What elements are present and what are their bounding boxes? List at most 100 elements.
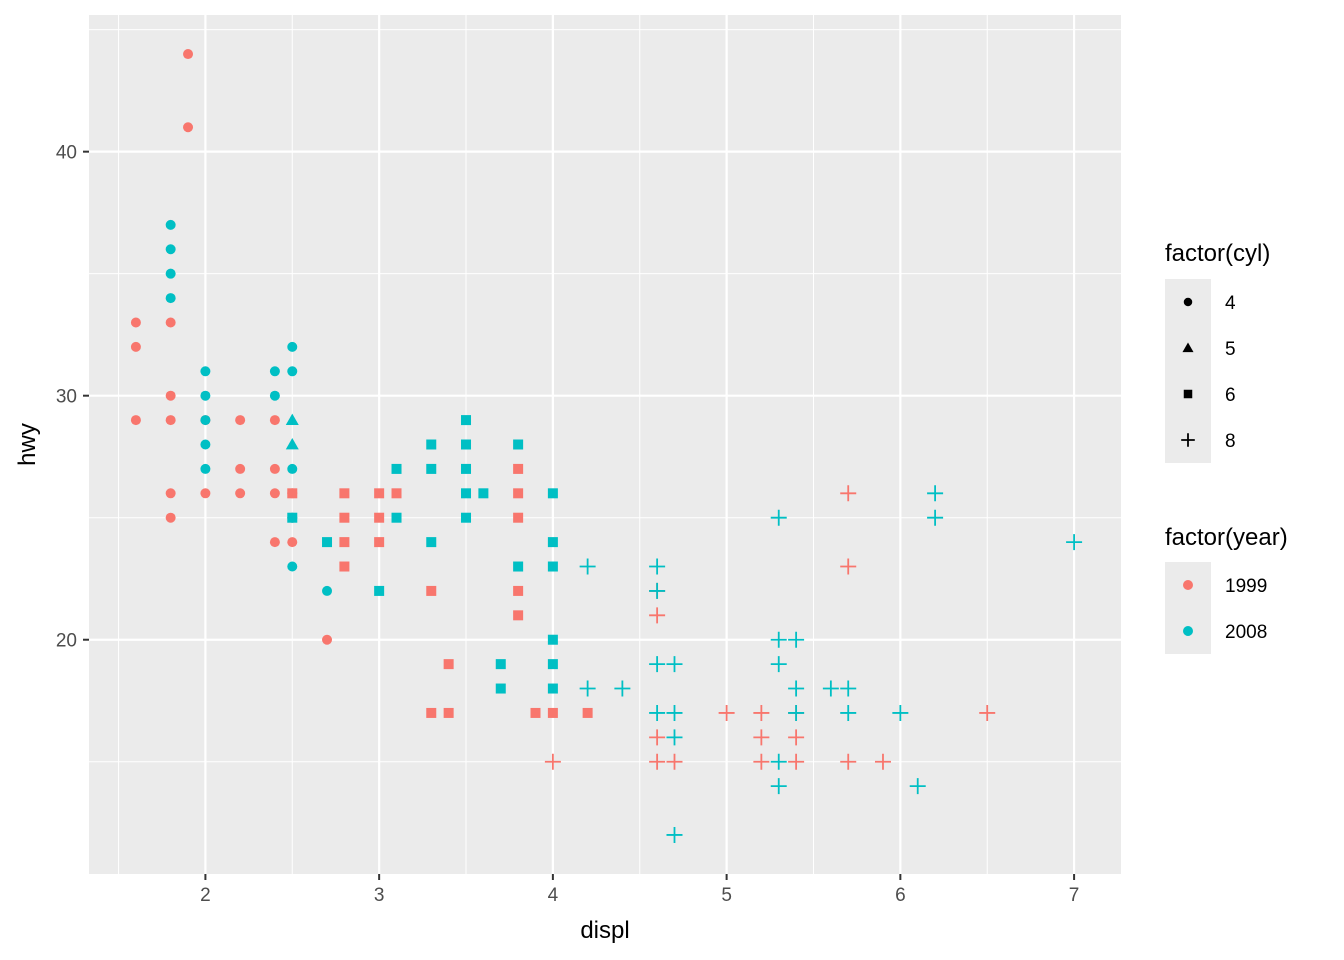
data-point-plus: [822, 680, 839, 697]
data-point-square: [426, 537, 437, 548]
data-point-plus: [753, 729, 770, 746]
color-legend-title: factor(year): [1165, 524, 1288, 551]
data-point-plus: [770, 753, 787, 770]
major-gridlines: [89, 15, 1121, 874]
data-point-plus: [649, 656, 666, 673]
data-point-triangle: [285, 413, 299, 425]
data-point-square: [287, 488, 298, 499]
y-axis: 20 30 40: [56, 143, 89, 652]
data-point-plus: [753, 753, 770, 770]
data-point-plus: [666, 656, 683, 673]
data-point-plus: [649, 607, 666, 624]
data-point-plus: [753, 704, 770, 721]
data-point-plus: [788, 631, 805, 648]
data-point-circle: [165, 219, 176, 230]
data-point-circle: [287, 561, 298, 572]
data-point-plus: [927, 485, 944, 502]
data-point-square: [513, 561, 524, 572]
data-point-plus: [649, 704, 666, 721]
data-point-circle: [130, 317, 141, 328]
shape-legend-label: 5: [1225, 339, 1236, 360]
x-axis-title: displ: [580, 917, 629, 944]
data-point-plus: [666, 753, 683, 770]
data-point-circle: [165, 268, 176, 279]
data-point-square: [547, 634, 558, 645]
data-point-square: [426, 439, 437, 450]
data-point-square: [339, 561, 350, 572]
data-point-circle: [200, 463, 211, 474]
data-point-plus: [579, 558, 596, 575]
data-point-square: [339, 512, 350, 523]
data-point-circle: [235, 488, 246, 499]
data-point-circle: [322, 634, 333, 645]
legend-key-square: [1183, 389, 1193, 399]
data-point-square: [547, 488, 558, 499]
y-tick-label: 20: [56, 631, 77, 652]
data-point-plus: [788, 753, 805, 770]
legend-key-triangle: [1182, 342, 1194, 353]
data-point-plus: [840, 680, 857, 697]
data-point-plus: [892, 704, 909, 721]
data-point-square: [426, 585, 437, 596]
data-point-circle: [269, 463, 280, 474]
data-point-square: [513, 439, 524, 450]
x-tick-label: 6: [895, 885, 906, 906]
data-point-circle: [287, 537, 298, 548]
data-point-square: [547, 683, 558, 694]
data-point-square: [547, 561, 558, 572]
shape-legend-label: 4: [1225, 293, 1236, 314]
minor-gridlines: [89, 15, 1121, 874]
data-point-square: [495, 659, 506, 670]
data-point-plus: [770, 656, 787, 673]
data-point-square: [582, 707, 593, 718]
data-point-square: [513, 512, 524, 523]
data-point-plus: [909, 778, 926, 795]
data-point-square: [374, 585, 385, 596]
data-point-square: [391, 488, 402, 499]
shape-legend-label: 8: [1225, 431, 1236, 452]
x-tick-label: 5: [721, 885, 732, 906]
data-point-circle: [235, 415, 246, 426]
data-point-circle: [200, 390, 211, 401]
data-point-circle: [269, 390, 280, 401]
data-point-square: [443, 707, 454, 718]
data-point-circle: [200, 366, 211, 377]
x-tick-label: 2: [200, 885, 211, 906]
data-point-plus: [788, 704, 805, 721]
data-point-circle: [165, 317, 176, 328]
data-point-square: [547, 537, 558, 548]
data-point-circle: [130, 341, 141, 352]
data-point-circle: [165, 293, 176, 304]
data-point-plus: [649, 753, 666, 770]
data-point-square: [339, 537, 350, 548]
data-point-plus: [840, 558, 857, 575]
data-point-circle: [130, 415, 141, 426]
legend-color-swatch: [1183, 580, 1193, 590]
data-point-circle: [287, 463, 298, 474]
data-point-square: [530, 707, 541, 718]
data-point-circle: [269, 366, 280, 377]
data-point-square: [374, 512, 385, 523]
data-point-circle: [165, 390, 176, 401]
shape-legend-key-background: [1165, 279, 1211, 463]
data-point-circle: [322, 585, 333, 596]
data-point-plus: [788, 680, 805, 697]
y-tick-label: 40: [56, 143, 77, 164]
data-point-circle: [165, 244, 176, 255]
plot-panel: [89, 15, 1121, 874]
data-point-square: [461, 415, 472, 426]
data-point-plus: [770, 631, 787, 648]
data-point-square: [495, 683, 506, 694]
data-point-plus: [927, 509, 944, 526]
data-point-plus: [979, 704, 996, 721]
color-legend-label: 2008: [1225, 622, 1267, 643]
data-point-circle: [183, 122, 194, 133]
data-point-square: [513, 610, 524, 621]
data-point-triangle: [285, 438, 299, 450]
data-point-circle: [269, 537, 280, 548]
data-point-square: [426, 463, 437, 474]
data-point-circle: [165, 415, 176, 426]
color-legend-label: 1999: [1225, 576, 1267, 597]
data-point-plus: [840, 704, 857, 721]
